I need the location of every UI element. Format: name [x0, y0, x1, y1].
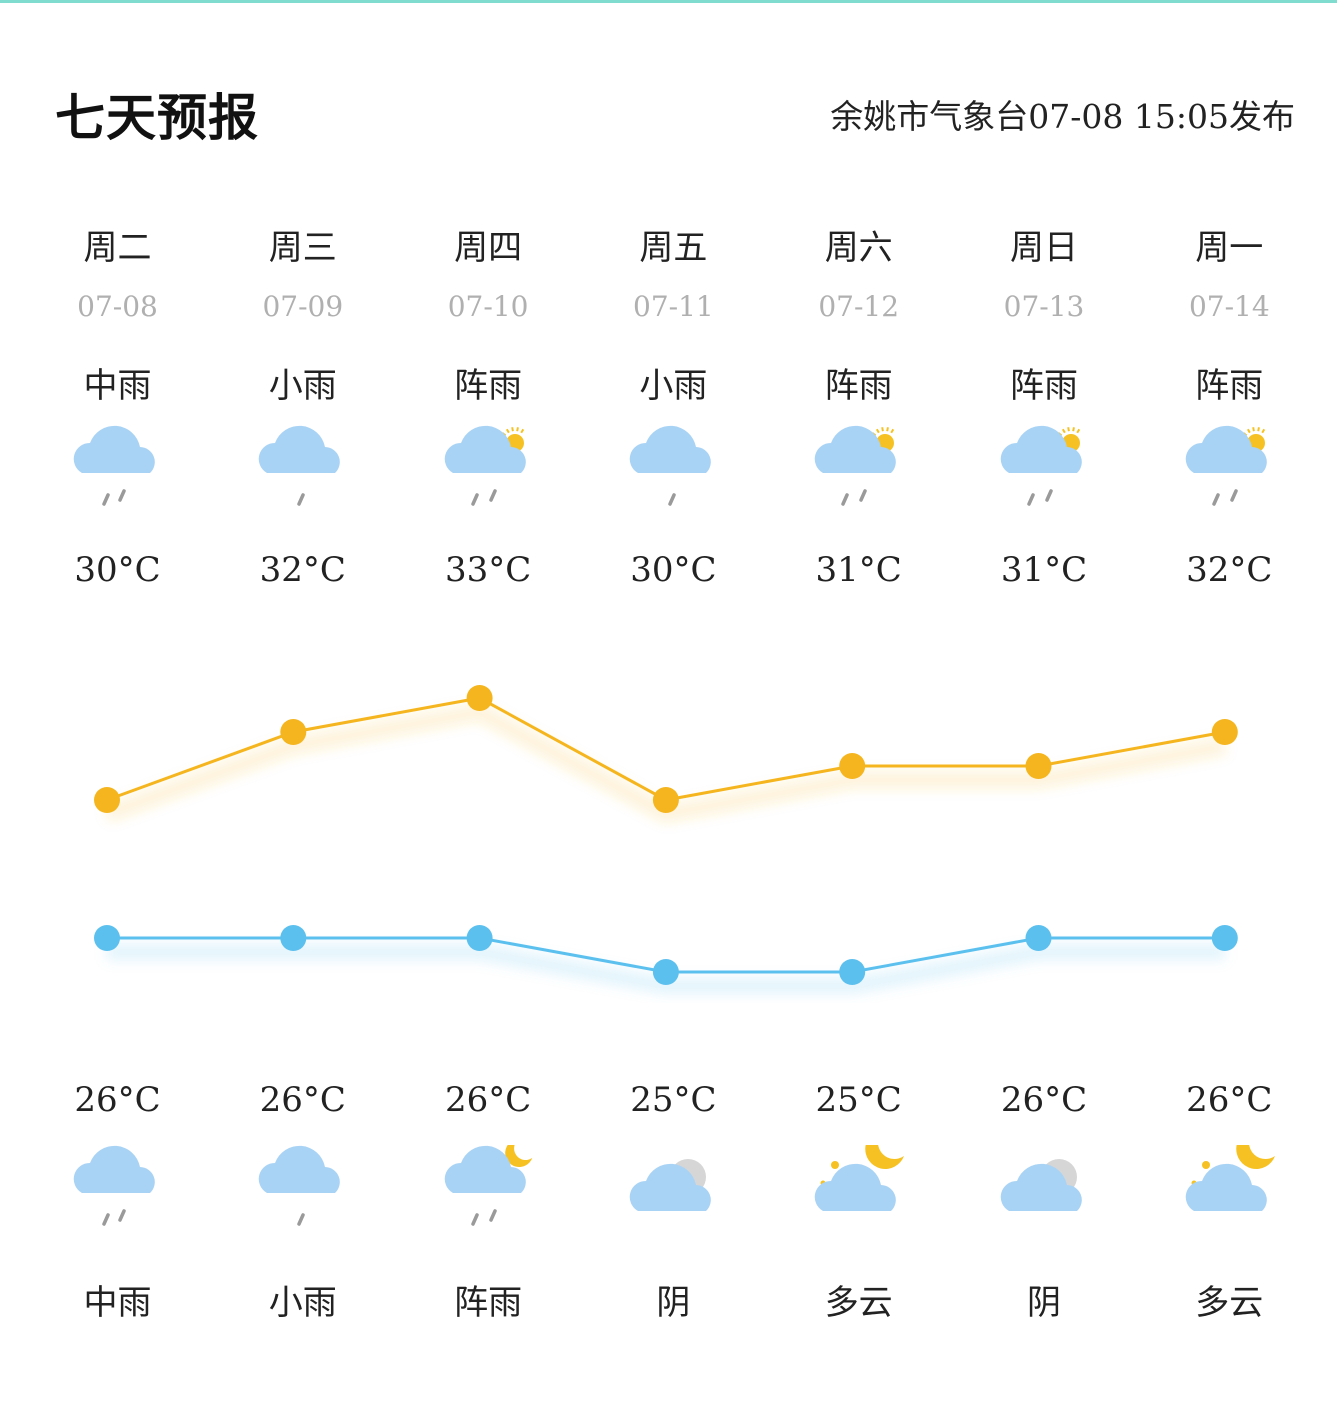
- shower-sun-icon: [814, 425, 896, 506]
- day-column: 周一 07-14 阵雨 32°C 26°C 多云: [1137, 210, 1322, 1330]
- high-temp-point: [839, 753, 866, 779]
- rain-moderate-icon: [73, 1145, 155, 1226]
- low-temp-line-shadow: [107, 944, 1225, 994]
- date-label: 07-08: [77, 290, 158, 323]
- day-column: 周六 07-12 阵雨 31°C 25°C 多云: [766, 210, 951, 1330]
- high-temp-point: [1025, 753, 1052, 779]
- date-label: 07-13: [1003, 290, 1085, 323]
- low-temp-point: [94, 925, 120, 951]
- low-temp-label: 26°C: [1000, 1080, 1088, 1120]
- high-temp-point: [94, 787, 120, 813]
- high-temp-line-shadow: [104, 703, 1227, 823]
- low-temp-label: 26°C: [1186, 1080, 1273, 1120]
- date-label: 07-12: [818, 290, 900, 323]
- night-condition: 阴: [656, 1283, 691, 1323]
- forecast-columns: 周二 07-08 中雨 30°C 26°C 中雨 周三 07-09 小雨 32°…: [25, 210, 1322, 1330]
- shower-sun-icon: [444, 425, 526, 506]
- low-temp-label: 26°C: [444, 1080, 532, 1120]
- rain-light-icon: [259, 1145, 341, 1226]
- weekday-label: 周三: [268, 228, 337, 268]
- weekday-label: 周二: [83, 228, 152, 268]
- high-temp-label: 31°C: [815, 550, 902, 590]
- night-condition: 小雨: [268, 1283, 337, 1323]
- low-temp-label: 26°C: [74, 1080, 161, 1120]
- low-temp-point: [652, 959, 679, 985]
- high-temp-point: [1211, 719, 1238, 745]
- high-temp-point: [280, 719, 307, 745]
- day-column: 周五 07-11 小雨 30°C 25°C 阴: [581, 210, 766, 1330]
- day-condition: 阵雨: [454, 366, 523, 406]
- day-condition: 阵雨: [824, 366, 893, 406]
- high-temp-label: 32°C: [1186, 550, 1273, 590]
- low-temp-point: [1211, 925, 1238, 951]
- weekday-label: 周一: [1195, 228, 1264, 268]
- weekday-label: 周四: [454, 228, 523, 268]
- day-column: 周二 07-08 中雨 30°C 26°C 中雨: [25, 210, 210, 1330]
- weekday-label: 周五: [639, 228, 708, 268]
- high-temp-label: 30°C: [630, 550, 717, 590]
- rain-light-icon: [629, 425, 711, 506]
- high-temp-label: 32°C: [259, 550, 346, 590]
- night-condition: 中雨: [83, 1283, 152, 1323]
- low-temp-label: 25°C: [815, 1080, 902, 1120]
- day-column: 周日 07-13 阵雨 31°C 26°C 阴: [952, 210, 1137, 1330]
- low-temp-point: [280, 925, 307, 951]
- day-condition: 阵雨: [1195, 366, 1264, 406]
- date-label: 07-14: [1188, 290, 1270, 323]
- rain-light-icon: [259, 425, 341, 506]
- shower-sun-icon: [1000, 425, 1082, 506]
- top-accent-bar: [0, 0, 1337, 3]
- overcast-icon: [1000, 1159, 1082, 1211]
- weekday-label: 周六: [824, 228, 893, 268]
- cloudy-moon-icon: [814, 1145, 905, 1211]
- high-temp-point: [652, 787, 679, 813]
- day-condition: 小雨: [639, 366, 708, 406]
- low-temp-point: [1025, 925, 1052, 951]
- night-condition: 阵雨: [454, 1283, 523, 1323]
- day-condition: 中雨: [83, 366, 152, 406]
- day-condition: 小雨: [268, 366, 337, 406]
- high-temp-label: 31°C: [1000, 550, 1088, 590]
- low-temp-label: 26°C: [259, 1080, 346, 1120]
- high-temp-point: [466, 685, 493, 711]
- shower-sun-icon: [1185, 425, 1267, 506]
- weekday-label: 周日: [1010, 228, 1078, 268]
- forecast-header: 七天预报 余姚市气象台07-08 15:05发布: [55, 78, 1295, 148]
- rain-moderate-icon: [73, 425, 155, 506]
- high-temp-label: 33°C: [444, 550, 532, 590]
- day-condition: 阵雨: [1010, 366, 1078, 406]
- date-label: 07-09: [262, 290, 344, 323]
- day-column: 周四 07-10 阵雨 33°C 26°C 阵雨: [396, 210, 581, 1330]
- low-temp-point: [839, 959, 866, 985]
- night-condition: 阴: [1027, 1283, 1061, 1323]
- day-column: 周三 07-09 小雨 32°C 26°C 小雨: [210, 210, 395, 1330]
- shower-moon-icon: [444, 1145, 532, 1226]
- night-condition: 多云: [1195, 1283, 1264, 1323]
- low-temp-point: [466, 925, 493, 951]
- publish-info: 余姚市气象台07-08 15:05发布: [830, 97, 1295, 136]
- cloudy-moon-icon: [1185, 1145, 1275, 1211]
- high-temp-label: 30°C: [74, 550, 161, 590]
- overcast-icon: [629, 1159, 711, 1211]
- date-label: 07-10: [447, 290, 529, 323]
- page-title: 七天预报: [55, 89, 259, 147]
- date-label: 07-11: [633, 290, 714, 323]
- night-condition: 多云: [824, 1283, 893, 1323]
- low-temp-label: 25°C: [630, 1080, 717, 1120]
